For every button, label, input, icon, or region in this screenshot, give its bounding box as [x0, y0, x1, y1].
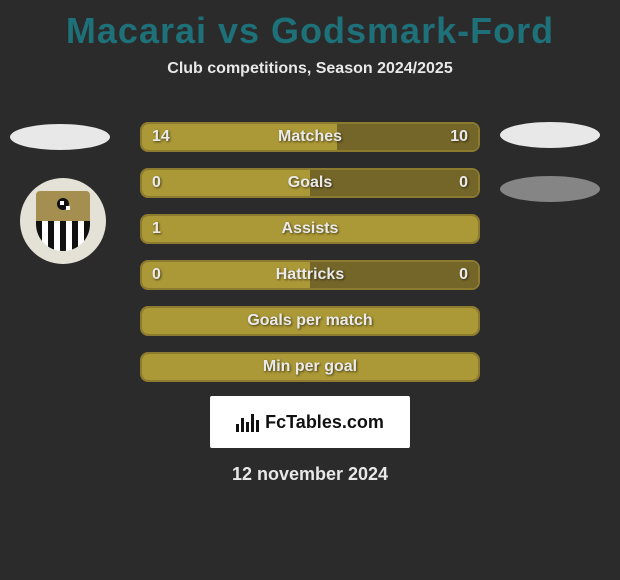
stat-value-left: 1: [152, 220, 161, 238]
stat-label: Assists: [142, 220, 478, 238]
club-shield-icon: [36, 191, 90, 251]
stat-label: Matches: [142, 128, 478, 146]
stat-value-right: 0: [459, 266, 468, 284]
stat-row: Goals0 0: [140, 168, 480, 198]
footer-date: 12 november 2024: [0, 464, 620, 485]
player-left-club-badge: [20, 178, 106, 264]
stat-row: Matches14 10: [140, 122, 480, 152]
page-subtitle: Club competitions, Season 2024/2025: [0, 60, 620, 78]
stat-row: Assists1: [140, 214, 480, 244]
stat-value-right: 10: [450, 128, 468, 146]
page-title: Macarai vs Godsmark-Ford: [0, 0, 620, 52]
stat-label: Min per goal: [142, 358, 478, 376]
stat-label: Goals per match: [142, 312, 478, 330]
comparison-bars: Matches1410Goals00Assists1Hattricks00Goa…: [140, 122, 480, 398]
source-badge: FcTables.com: [210, 396, 410, 448]
fctables-logo-icon: [236, 412, 259, 432]
stat-label: Hattricks: [142, 266, 478, 284]
stat-value-left: 0: [152, 266, 161, 284]
source-name: FcTables.com: [265, 412, 384, 433]
player-right-club-placeholder: [500, 176, 600, 202]
stat-row: Hattricks0 0: [140, 260, 480, 290]
stat-value-left: 0: [152, 174, 161, 192]
stat-label: Goals: [142, 174, 478, 192]
stat-row: Goals per match: [140, 306, 480, 336]
player-left-avatar-placeholder: [10, 124, 110, 150]
stat-value-right: 0: [459, 174, 468, 192]
stat-value-left: 14: [152, 128, 170, 146]
player-right-avatar-placeholder: [500, 122, 600, 148]
stat-row: Min per goal: [140, 352, 480, 382]
